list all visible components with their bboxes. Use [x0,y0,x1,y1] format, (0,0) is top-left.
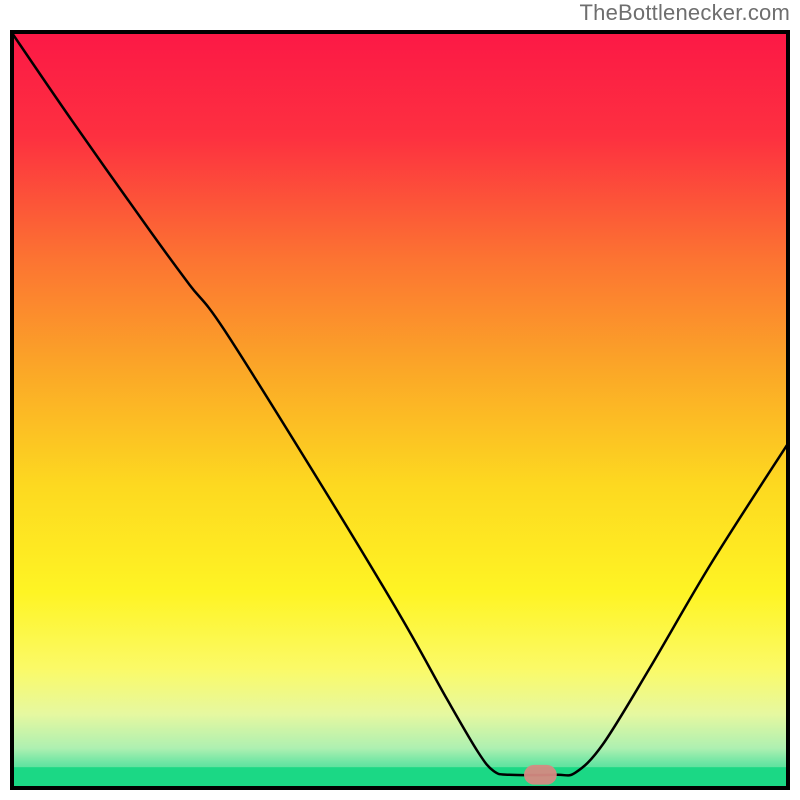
plot-border-bottom [10,786,790,790]
bottleneck-curve-chart [10,30,790,790]
optimal-point-marker [524,765,557,785]
chart-frame: TheBottlenecker.com [0,0,800,800]
watermark-text: TheBottlenecker.com [580,0,790,26]
gradient-background [10,30,790,790]
